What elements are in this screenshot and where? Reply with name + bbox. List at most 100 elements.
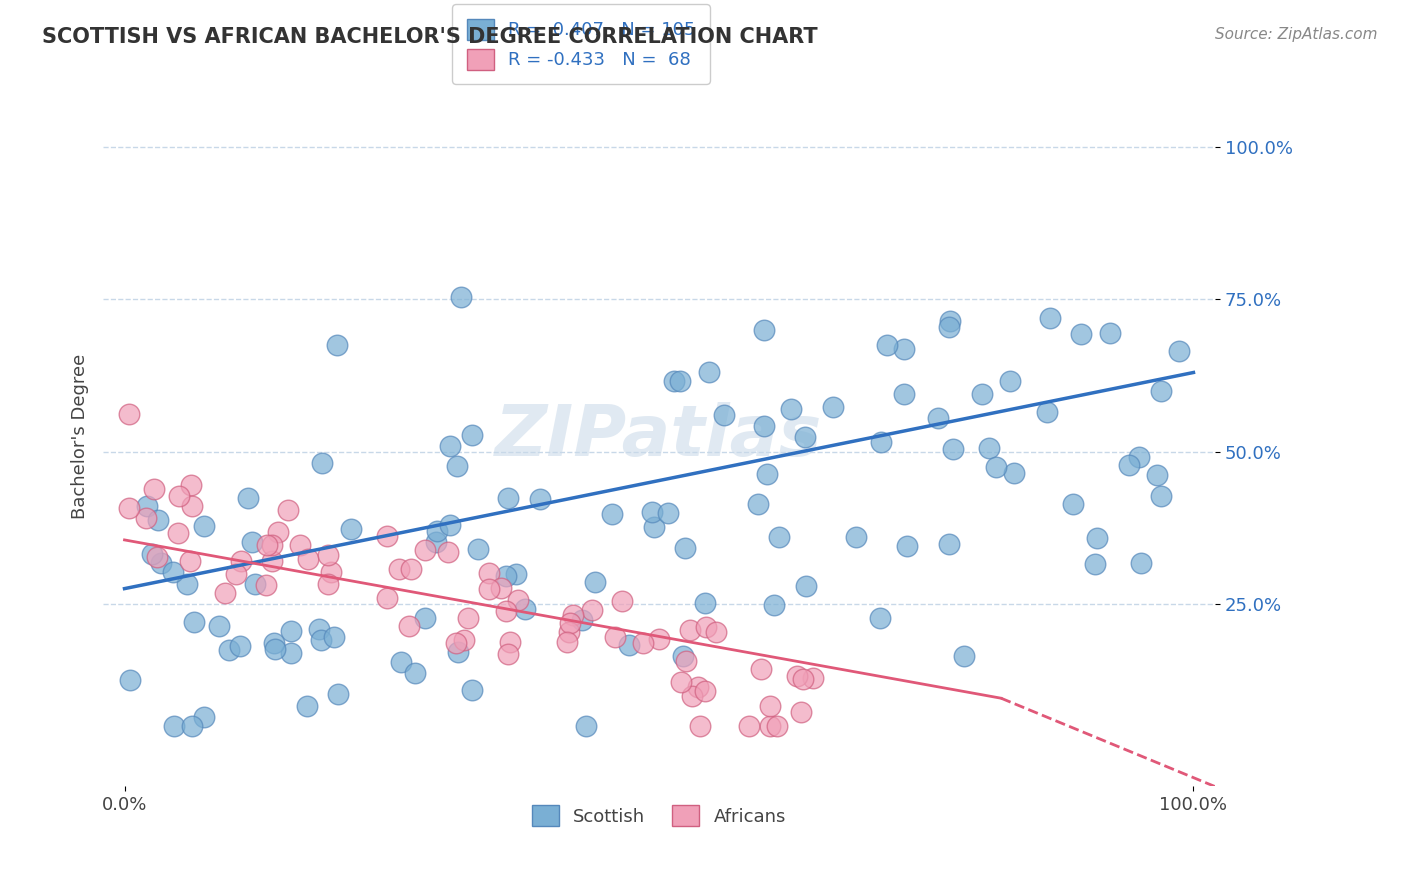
Point — [845, 530, 868, 544]
Point — [495, 569, 517, 583]
Point — [689, 718, 711, 732]
Point — [704, 624, 727, 639]
Point — [759, 718, 782, 732]
Point — [747, 497, 769, 511]
Point — [558, 624, 581, 639]
Point — [439, 439, 461, 453]
Point — [688, 680, 710, 694]
Point — [942, 442, 965, 456]
Point — [713, 409, 735, 423]
Point — [675, 541, 697, 555]
Point — [288, 538, 311, 552]
Point — [560, 616, 582, 631]
Point — [506, 593, 529, 607]
Point — [375, 529, 398, 543]
Point — [389, 655, 412, 669]
Point — [664, 374, 686, 388]
Point — [754, 418, 776, 433]
Point — [1098, 326, 1121, 340]
Point — [214, 585, 236, 599]
Point — [398, 618, 420, 632]
Point — [977, 441, 1000, 455]
Point — [169, 489, 191, 503]
Point — [181, 718, 204, 732]
Point — [444, 636, 467, 650]
Point — [426, 524, 449, 538]
Point — [399, 562, 422, 576]
Point — [280, 646, 302, 660]
Point — [695, 620, 717, 634]
Point — [425, 534, 447, 549]
Point — [792, 672, 814, 686]
Point — [693, 684, 716, 698]
Point — [641, 505, 664, 519]
Point — [669, 675, 692, 690]
Point — [461, 683, 484, 698]
Point — [489, 581, 512, 595]
Point — [193, 710, 215, 724]
Point — [675, 654, 697, 668]
Point — [938, 320, 960, 334]
Point — [939, 314, 962, 328]
Point — [267, 525, 290, 540]
Point — [893, 342, 915, 356]
Point — [316, 548, 339, 562]
Point — [869, 610, 891, 624]
Point — [1168, 344, 1191, 359]
Point — [243, 577, 266, 591]
Point — [529, 491, 551, 506]
Point — [208, 619, 231, 633]
Point — [927, 410, 949, 425]
Point — [229, 554, 252, 568]
Point — [467, 542, 489, 557]
Point — [447, 645, 470, 659]
Point — [118, 408, 141, 422]
Point — [323, 630, 346, 644]
Point — [657, 506, 679, 520]
Point — [1000, 374, 1022, 388]
Point — [794, 579, 817, 593]
Point — [513, 602, 536, 616]
Point — [150, 556, 173, 570]
Point — [260, 554, 283, 568]
Point — [404, 665, 426, 680]
Point — [756, 467, 779, 481]
Point — [280, 624, 302, 639]
Point — [308, 622, 330, 636]
Point — [1129, 556, 1152, 570]
Point — [571, 613, 593, 627]
Point — [1118, 458, 1140, 473]
Point — [672, 649, 695, 664]
Point — [146, 513, 169, 527]
Point — [167, 525, 190, 540]
Point — [179, 554, 201, 568]
Point — [575, 718, 598, 732]
Point — [752, 323, 775, 337]
Point — [938, 537, 960, 551]
Point — [321, 566, 343, 580]
Point — [693, 596, 716, 610]
Point — [986, 460, 1008, 475]
Point — [146, 549, 169, 564]
Point — [120, 673, 142, 687]
Point — [1039, 311, 1062, 326]
Point — [238, 491, 260, 505]
Point — [896, 539, 918, 553]
Point — [1150, 384, 1173, 398]
Point — [876, 338, 898, 352]
Point — [277, 503, 299, 517]
Point — [496, 647, 519, 661]
Point — [581, 603, 603, 617]
Point — [180, 499, 202, 513]
Point — [163, 718, 186, 732]
Point — [1062, 497, 1084, 511]
Legend: Scottish, Africans: Scottish, Africans — [524, 798, 793, 833]
Point — [311, 457, 333, 471]
Point — [260, 538, 283, 552]
Point — [309, 632, 332, 647]
Point — [256, 538, 278, 552]
Point — [870, 434, 893, 449]
Point — [669, 374, 692, 388]
Point — [499, 634, 522, 648]
Point — [457, 610, 479, 624]
